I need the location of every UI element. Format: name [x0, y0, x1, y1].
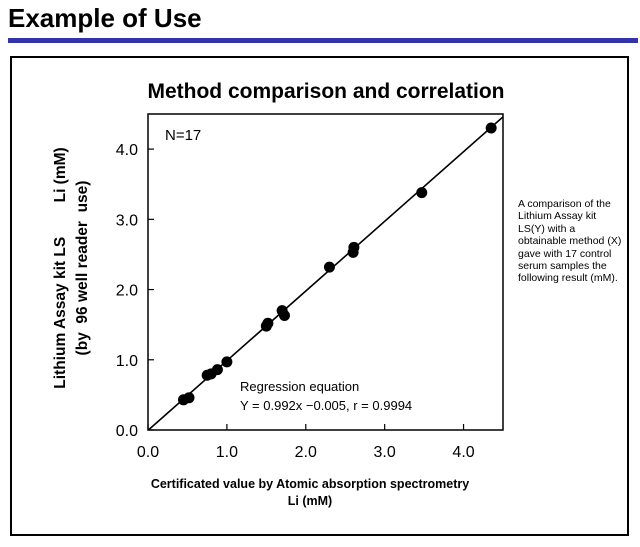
- data-point: [416, 187, 428, 199]
- y-axis-label-line2: (by 96 well reader use): [74, 181, 91, 356]
- data-point: [183, 392, 195, 404]
- y-tick-label: 3.0: [116, 212, 138, 229]
- x-axis-label-line1: Certificated value by Atomic absorption …: [151, 477, 469, 491]
- data-point: [278, 310, 290, 322]
- side-note: A comparison of the Lithium Assay kit LS…: [518, 198, 622, 285]
- regression-equation: Y = 0.992x −0.005, r = 0.9994: [240, 398, 412, 413]
- x-axis-label-line2: Li (mM): [288, 494, 332, 508]
- x-tick-label: 3.0: [374, 444, 396, 461]
- x-tick-label: 2.0: [295, 444, 317, 461]
- data-point: [262, 317, 274, 329]
- y-tick-label: 4.0: [116, 142, 138, 159]
- x-tick-label: 0.0: [137, 444, 159, 461]
- regression-label: Regression equation: [240, 379, 359, 394]
- data-point: [323, 261, 335, 273]
- plot-area: [147, 113, 504, 431]
- n-annotation: N=17: [165, 127, 201, 144]
- data-points: [178, 122, 497, 406]
- y-tick-label: 2.0: [116, 283, 138, 300]
- y-tick-label: 0.0: [116, 423, 138, 440]
- x-tick-label: 4.0: [452, 444, 474, 461]
- data-point: [221, 356, 233, 368]
- axis-ticks: 0.0 1.0 2.0 3.0 4.0 0.0 1.0 2.0 3.0 4.0: [116, 142, 475, 461]
- data-point: [211, 364, 223, 376]
- y-tick-label: 1.0: [116, 353, 138, 370]
- x-tick-label: 1.0: [216, 444, 238, 461]
- y-axis-label-line1: Lithium Assay kit LS Li (mM): [52, 147, 69, 388]
- figure-frame: [10, 56, 629, 536]
- data-point: [485, 122, 497, 134]
- data-point: [348, 241, 360, 253]
- page-heading: Example of Use: [8, 3, 202, 33]
- chart-title: Method comparison and correlation: [147, 80, 504, 103]
- heading-underline: [8, 38, 638, 43]
